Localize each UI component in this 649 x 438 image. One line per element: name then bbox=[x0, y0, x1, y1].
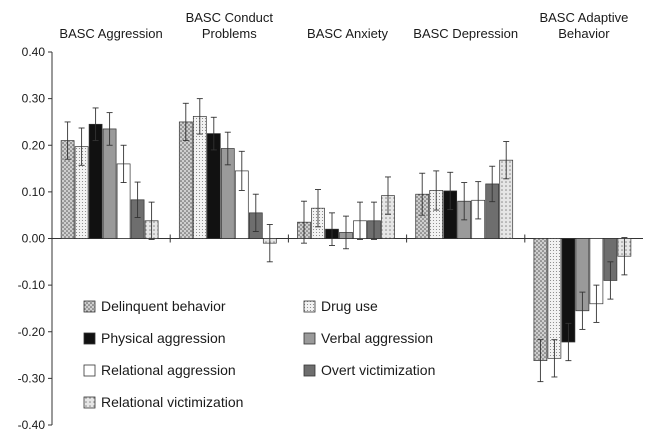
bar-drug-use bbox=[192, 115, 207, 239]
legend-swatch bbox=[303, 364, 316, 377]
y-tick-label: -0.10 bbox=[18, 278, 46, 292]
legend-swatch bbox=[303, 300, 316, 313]
category-label: BASC Anxiety bbox=[307, 26, 388, 41]
y-tick-label: 0.30 bbox=[22, 92, 46, 106]
category-label: BASC Aggression bbox=[59, 26, 162, 41]
y-tick-label: -0.20 bbox=[18, 325, 46, 339]
y-tick-label: -0.30 bbox=[18, 371, 46, 385]
bar-physical-aggression bbox=[88, 123, 103, 239]
y-tick-label: 0.10 bbox=[22, 185, 46, 199]
legend-label: Drug use bbox=[321, 298, 378, 314]
y-tick-label: 0.40 bbox=[22, 45, 46, 59]
legend-swatch bbox=[83, 300, 96, 313]
legend-label: Verbal aggression bbox=[321, 330, 433, 346]
y-tick-label: -0.40 bbox=[18, 418, 46, 432]
category-label: BASC Conduct bbox=[186, 10, 274, 25]
category-label: Behavior bbox=[558, 26, 610, 41]
legend-label: Overt victimization bbox=[321, 362, 435, 378]
legend-swatch bbox=[83, 364, 96, 377]
legend-label: Delinquent behavior bbox=[101, 298, 226, 314]
legend-label: Relational aggression bbox=[101, 362, 236, 378]
y-tick-label: 0.20 bbox=[22, 138, 46, 152]
legend-label: Relational victimization bbox=[101, 394, 243, 410]
category-label: Problems bbox=[202, 26, 257, 41]
legend-label: Physical aggression bbox=[101, 330, 226, 346]
category-label: BASC Depression bbox=[413, 26, 518, 41]
category-label: BASC Adaptive bbox=[539, 10, 628, 25]
legend-swatch bbox=[83, 332, 96, 345]
legend-swatch bbox=[83, 396, 96, 409]
y-tick-label: 0.00 bbox=[22, 232, 46, 246]
legend-swatch bbox=[303, 332, 316, 345]
